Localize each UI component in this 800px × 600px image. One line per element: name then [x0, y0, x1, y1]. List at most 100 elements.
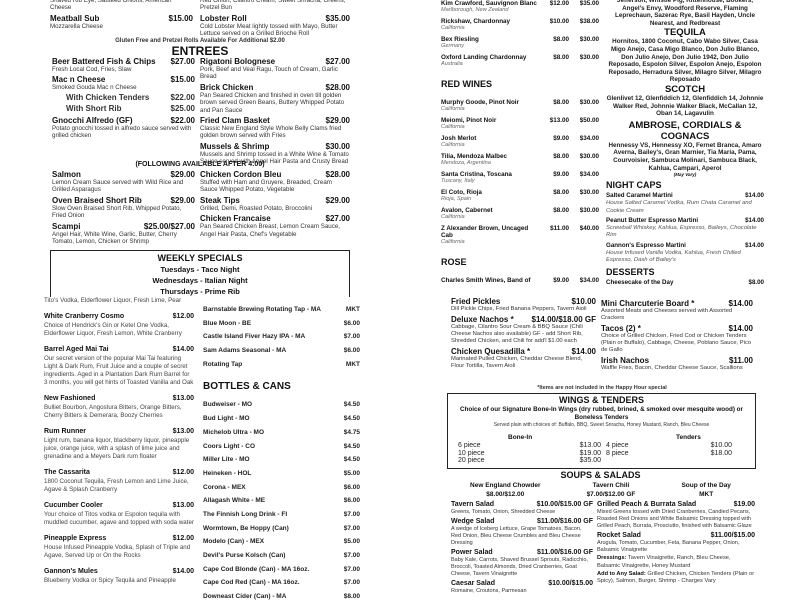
item-description: Pan Seared Chicken Breast, Lemon Cream S… — [200, 223, 340, 238]
item-price: $7.00 — [343, 510, 360, 518]
item-name: Blue Moon - BE — [203, 319, 252, 327]
item-name: Sam Adams Seasonal - MA — [203, 347, 287, 355]
wings-title: WINGS & TENDERS — [558, 395, 644, 405]
wine-row: Kim Crawford, Sauvignon Blanc $12.00 $35.0… — [441, 0, 599, 13]
price-row: Wormtown, Be Hoppy (Can) $7.00 — [203, 522, 360, 536]
wine-row: Z Alexander Brown, Uncaged Cab $11.00 $40.… — [441, 225, 599, 245]
item-price: $6.00 — [343, 497, 360, 505]
item-price: $12.00 — [172, 535, 194, 542]
roll-note: Gluten Free and Pretzel Rolls Available … — [115, 38, 285, 44]
price-row: 4 piece $10.00 — [606, 442, 732, 450]
cordials-list: Hennessy VS, Hennessy XO, Fernet Branca,… — [608, 141, 762, 172]
white-wine-list: Kim Crawford, Sauvignon Blanc $12.00 $35.0… — [441, 0, 599, 67]
wine-row: Murphy Goode, Pinot Noir $8.00 $30.00 Calif… — [441, 99, 599, 112]
option-price: $25.00 — [170, 103, 195, 113]
item-description: Cold Lobster Meat lightly tossed with Ma… — [200, 22, 338, 38]
item-price: $14.00 — [745, 192, 764, 200]
item-name: Salmon — [52, 170, 81, 179]
menu-item: New Fashioned $13.00 Bulliet Bourbon, Ango… — [44, 394, 194, 420]
item-price: $19.00 — [579, 449, 601, 457]
item-price: $10.00 — [571, 297, 596, 306]
price-row: Cape Cod Blonde (Can) - MA 16oz. $7.00 — [203, 563, 360, 577]
glass-price: $8.00 — [553, 99, 569, 106]
item-price: $12.00 — [172, 469, 194, 476]
price-row: Cape Cod Red (Can) - MA 16oz. $7.00 — [203, 576, 360, 590]
item-name: Scampi — [52, 221, 81, 231]
item-description: Fresh Local Cod, Fries, Slaw — [52, 66, 132, 73]
tenders-title: Tenders — [676, 434, 701, 441]
item-name: Mac n Cheese — [52, 75, 106, 85]
item-name: Barnstable Brewing Rotating Tap - MA — [203, 306, 321, 313]
entrees-right: Rigatoni Bolognese $27.00 Pork, Beef and V… — [200, 57, 350, 168]
dressings: Dressings: Tavern Vinaigrette, Ranch, Bl… — [597, 555, 755, 571]
item-price: $13.00 — [579, 442, 601, 449]
option-price: $22.00 — [170, 92, 195, 102]
item-name: Rum Runner — [44, 428, 86, 435]
item-price: $14.00/$18.00 GF — [531, 315, 597, 324]
price-row: 6 piece $13.00 — [458, 442, 601, 450]
bottle-price: $30.00 — [579, 189, 599, 196]
apps-right: Mini Charcuterie Board * $14.00 Assorted M… — [601, 299, 753, 374]
appetizers-section: Fried Pickles $10.00 Dill Pickle Chips, Fr… — [447, 297, 759, 600]
price-row: 8 piece $18.00 — [606, 450, 732, 458]
glass-price: $8.00 — [553, 153, 569, 160]
item-price: $5.00 — [343, 538, 360, 546]
item-description: Grilled, Demi, Roasted Potato, Broccolin… — [200, 204, 313, 212]
wine-name: Rickshaw, Chardonnay — [441, 18, 511, 25]
wine-region: California — [441, 124, 465, 130]
glass-price: $8.00 — [553, 207, 569, 214]
item-price: $7.00 — [343, 333, 360, 341]
soup-item: New England Chowder $8.00/$12.00 — [470, 481, 540, 499]
wine-row: El Coto, Rioja $8.00 $30.00 Rioja, Spain — [441, 189, 599, 202]
wine-name: Tilia, Mendoza Malbec — [441, 153, 508, 160]
sandwiches-left: Shaved Rib Eye, Sauteed Onions, American… — [50, 0, 193, 32]
item-price: $29.00 — [170, 170, 195, 179]
item-price: $4.50 — [343, 401, 360, 409]
item-description: Pork, Beef and Veal Ragu, Touch of Cream… — [200, 66, 338, 81]
item-price: $7.00 — [343, 579, 360, 587]
price-row: Allagash White - ME $6.00 — [203, 494, 360, 508]
rose-title: ROSE — [441, 257, 467, 267]
wine-name: Josh Merlot — [441, 135, 477, 142]
desserts-title: DESSERTS — [606, 266, 655, 277]
price-row: Sam Adams Seasonal - MA $6.00 — [203, 344, 360, 358]
menu-item: Lobster Roll $35.00 Cold Lobster Meat ligh… — [200, 14, 350, 38]
item-price: $4.50 — [343, 456, 360, 464]
menu-item: Rocket Salad $11.00/$15.00 Arugula, Tomato… — [597, 531, 755, 554]
menu-item: Mini Charcuterie Board * $14.00 Assorted M… — [601, 299, 753, 322]
bottle-price: $30.00 — [579, 54, 599, 61]
glass-price: $9.00 — [553, 135, 569, 142]
price-row: Devil's Purse Kolsch (Can) $7.00 — [203, 549, 360, 563]
bottle-price: $34.00 — [579, 135, 599, 142]
item-price: $27.00 — [325, 57, 350, 66]
scotch-title: SCOTCH — [664, 83, 706, 95]
item-name: Budweiser - MO — [203, 401, 253, 409]
wine-region: California — [441, 239, 465, 245]
wine-row: Tilia, Mendoza Malbec $8.00 $30.00 Mendoza,… — [441, 153, 599, 166]
item-name: 8 piece — [606, 449, 629, 457]
nightcaps-title: NIGHT CAPS — [606, 180, 662, 191]
item-name: Michelob Ultra - MO — [203, 428, 265, 436]
menu-item: Beer Battered Fish & Chips $27.00 Fresh Lo… — [52, 57, 195, 73]
glass-price: $9.00 — [553, 171, 569, 178]
cocktail-list: Tito's Vodka, Elderflower Liquor, Fresh … — [44, 297, 194, 585]
item-name: Pineapple Express — [44, 535, 107, 542]
item-price: $25.00/$27.00 — [143, 221, 195, 231]
menu-item: Tavern Salad $10.00/$15.00 GF Greens, Toma… — [451, 500, 593, 516]
soup-item: Tavern Chili $7.00/$12.00 GF — [587, 481, 636, 499]
soups-list: New England Chowder $8.00/$12.00 Tavern Ch… — [447, 481, 754, 499]
wine-region: California — [441, 106, 465, 112]
item-description: Classic New England Style Whole Belly Cl… — [200, 125, 342, 140]
menu-item: Gannon's Mules $14.00 Blueberry Vodka or S… — [44, 567, 194, 585]
tenders-list: 4 piece $10.00 8 piece $18.00 — [606, 442, 732, 457]
item-description: A wedge of Iceberg Lettuce, Grape Tomato… — [451, 526, 582, 546]
item-name: Downeast Cider (Can) - MA — [203, 593, 287, 600]
item-price: $14.00 — [172, 568, 194, 575]
item-name: Rotating Tap — [203, 360, 243, 368]
item-price: $18.00 — [710, 449, 732, 457]
wine-row: Charles Smith Wines, Band of $9.00 $34.00 — [441, 277, 599, 284]
item-name: White Cranberry Cosmo — [44, 313, 125, 320]
item-name: Meatball Sub — [50, 13, 100, 23]
item-description: Dill Pickle Chips, Fried Banana Peppers,… — [451, 306, 587, 312]
item-name: Miller Lite - MO — [203, 456, 250, 464]
